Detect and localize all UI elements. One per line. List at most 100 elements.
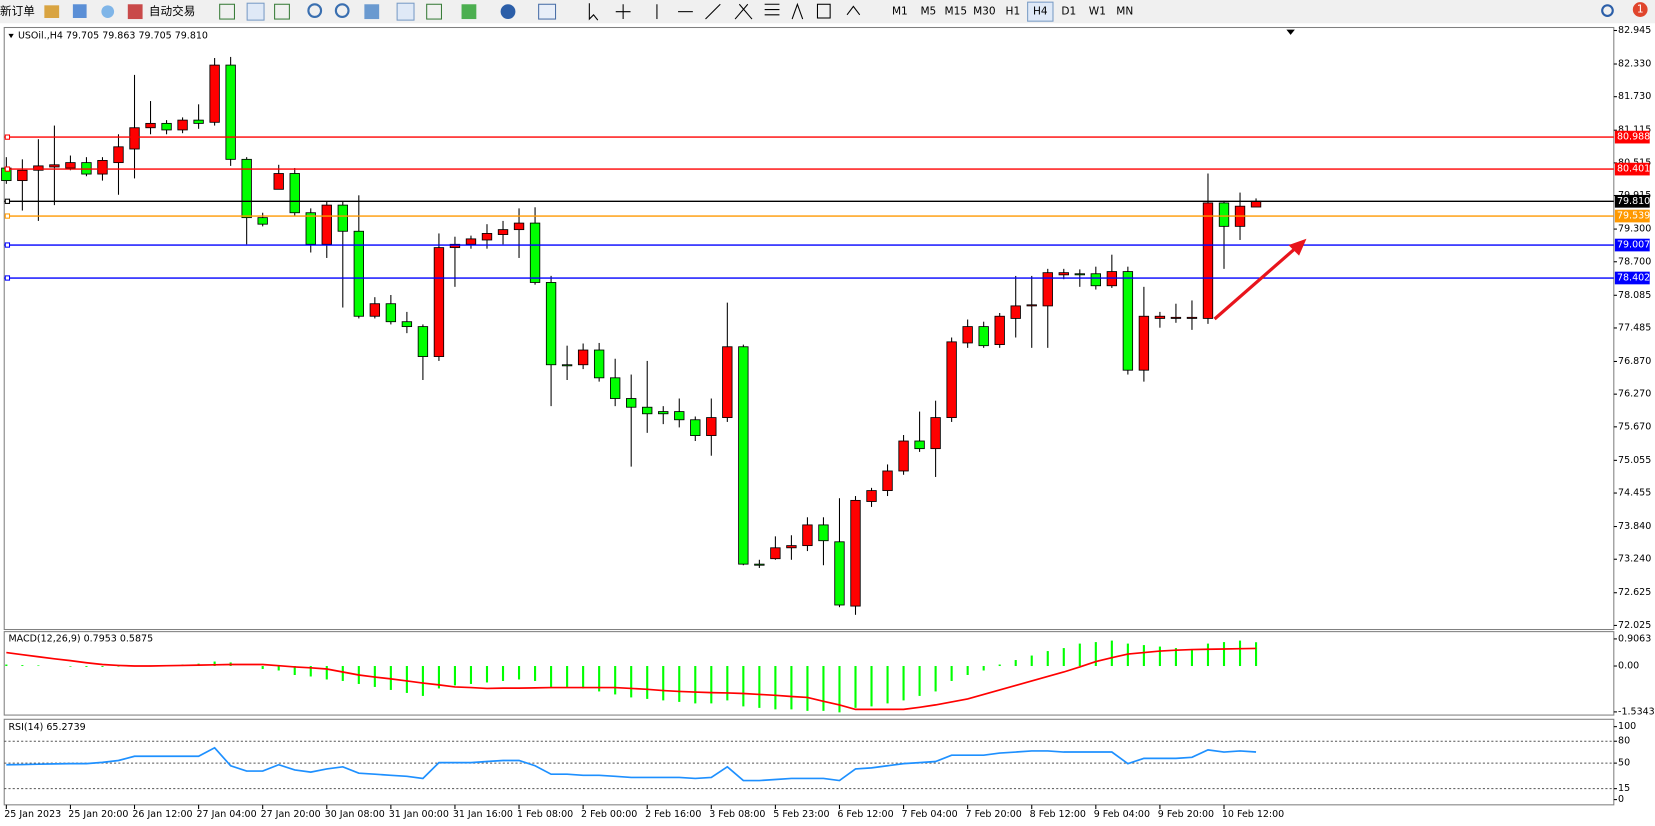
x-tick-label: 27 Jan 20:00 [261,809,321,820]
candle-body [994,315,1005,346]
icon[interactable] [246,2,265,21]
level-handle [4,213,11,219]
x-tick-label: 30 Jan 08:00 [325,809,385,820]
auto-trading-icon[interactable] [127,4,143,20]
cursor-tool[interactable] [588,3,599,21]
y-tick-label: 81.730 [1618,91,1651,102]
price-label: 79.539 [1617,211,1650,222]
candle-body [1122,271,1134,371]
price-label: 80.988 [1617,132,1650,143]
icon[interactable] [219,3,235,20]
candle-body [113,146,124,164]
timeframe-button[interactable]: M1 [892,6,908,18]
candle-body [946,341,957,419]
level-handle [4,134,11,140]
fibo-tool[interactable] [764,3,780,16]
candle-body [1042,272,1053,307]
candle-body [898,440,909,472]
x-tick-label: 26 Jan 12:00 [132,809,192,820]
candle-body [433,247,445,357]
candle-body [1202,202,1214,319]
candle-body [962,326,973,344]
search[interactable] [1601,4,1614,17]
icon[interactable] [101,5,115,18]
candle-body [465,238,477,245]
toolbar-items: 新订单 自动交易 M1 M5 M15 M30 H1 H4 D1 W1 MN 1 [0,1,1648,22]
y-tick-label: 75.670 [1618,421,1651,432]
candle-body [449,243,461,249]
timeframe-button[interactable]: M15 [945,6,968,18]
candle-body [593,349,605,379]
y-tick-label: 77.485 [1618,322,1651,333]
auto-trading[interactable]: 自动交易 [149,4,195,18]
icon[interactable] [72,4,87,18]
x-tick-label: 25 Jan 20:00 [68,809,128,820]
timeframe-button[interactable]: W1 [1089,6,1106,18]
icon[interactable] [274,3,290,20]
macd-panel [3,631,1615,716]
icon[interactable] [426,3,443,20]
candle-body [577,349,589,366]
candle-body [1090,273,1102,287]
rsi-line [6,746,1257,782]
icon[interactable] [538,3,557,20]
price-label-box [1614,130,1650,144]
candle-body [1058,272,1069,276]
candle-body [369,303,381,317]
candle-body [497,229,509,235]
menu-arrow [8,33,14,39]
price-label: 78.402 [1617,273,1650,284]
icon[interactable] [44,5,60,18]
y-tick-label: 73.240 [1618,554,1651,565]
new-order[interactable]: 新订单 [0,4,35,18]
candle-body [385,303,397,323]
candle-body [289,173,300,214]
shift-marker [1286,29,1295,35]
y-tick-label: 0.9063 [1618,633,1651,644]
y-tick-label: 78.700 [1618,256,1651,267]
timeframes: M1 M5 M15 M30 H1 H4 D1 W1 MN [892,1,1133,22]
timeframe-button[interactable]: MN [1116,6,1133,18]
x-tick-label: 31 Jan 00:00 [389,809,449,820]
candle-body [81,162,92,175]
icon[interactable] [461,4,477,20]
candle-body [417,326,429,357]
timeframe-button[interactable]: M5 [920,6,936,18]
channel-tool[interactable] [734,3,753,20]
icon[interactable] [364,4,380,20]
label-tool[interactable] [816,3,831,19]
candle-body [305,212,316,245]
text-tool[interactable] [791,2,804,20]
x-tick-label: 7 Feb 04:00 [901,809,957,820]
zoom-out[interactable] [334,3,350,18]
x-tick-label: 7 Feb 20:00 [966,809,1022,820]
timeframe-button[interactable]: H1 [1006,6,1021,18]
shapes-tool[interactable] [846,5,861,16]
candle-body [978,326,989,347]
icon[interactable] [500,4,516,20]
y-tick-label: 76.270 [1618,389,1651,400]
icon[interactable] [396,2,415,21]
candle-body [321,204,332,245]
x-tick-label: 10 Feb 12:00 [1222,809,1284,820]
candle-body [17,169,28,182]
y-tick-label: 100 [1618,721,1636,732]
crosshair-tool[interactable] [615,4,631,20]
y-tick-label: 0 [1618,794,1624,805]
candle-body [209,64,220,123]
zoom-in[interactable] [307,3,323,18]
x-tick-label: 2 Feb 00:00 [581,809,637,820]
x-tick-label: 27 Jan 04:00 [196,809,256,820]
timeframe-button[interactable]: H4 [1033,6,1048,18]
candle-body [674,411,685,421]
x-tick-label: 2 Feb 16:00 [645,809,701,820]
y-tick-label: 73.840 [1618,521,1651,532]
trendline-tool[interactable] [705,3,721,20]
x-tick-label: 5 Feb 23:00 [773,809,829,820]
y-tick-label: 72.025 [1618,620,1651,631]
candle-body [609,377,621,399]
timeframe-button[interactable]: D1 [1061,6,1076,18]
notification-badge[interactable] [1632,2,1648,17]
timeframe-button[interactable]: M30 [973,6,996,18]
